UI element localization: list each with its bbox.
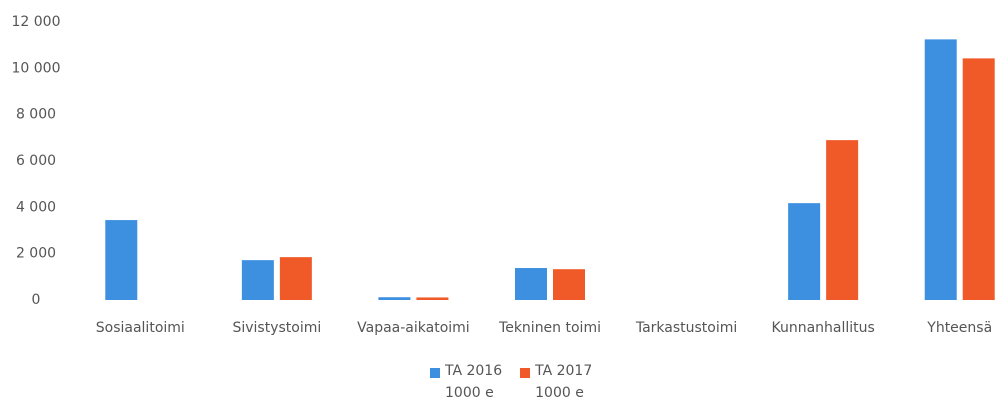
bar <box>788 203 821 300</box>
bar <box>962 58 995 300</box>
x-tick-label: Tekninen toimi <box>498 320 601 336</box>
bar <box>553 269 585 300</box>
x-tick-label: Sosiaalitoimi <box>96 320 185 336</box>
legend-item: TA 2017 1000 e <box>520 363 592 404</box>
bar <box>105 220 138 300</box>
bar <box>515 268 547 300</box>
bar <box>241 260 274 300</box>
y-tick-label: 6 000 <box>16 153 56 169</box>
y-tick-label: 2 000 <box>16 246 56 262</box>
bar <box>416 297 449 300</box>
bar <box>279 257 312 300</box>
legend-label: TA 2017 1000 e <box>535 363 593 401</box>
x-tick-label: Yhteensä <box>926 320 992 336</box>
x-tick-label: Tarkastustoimi <box>635 320 737 336</box>
x-tick-label: Kunnanhallitus <box>771 320 874 336</box>
legend: TA 2016 1000 e TA 2017 1000 e <box>430 363 592 404</box>
x-tick-label: Vapaa-aikatoimi <box>357 320 470 336</box>
legend-label: TA 2016 1000 e <box>445 363 503 401</box>
y-tick-label: 10 000 <box>12 60 61 76</box>
bar <box>924 39 957 300</box>
y-tick-label: 8 000 <box>16 107 56 123</box>
bar <box>378 297 411 300</box>
chart: 0 2 000 4 000 6 000 8 000 10 000 12 000 Sosiaal… <box>12 14 995 336</box>
x-tick-label: Sivistystoimi <box>232 320 321 336</box>
y-tick-label: 12 000 <box>12 14 61 30</box>
legend-swatch <box>430 368 440 378</box>
bar <box>826 140 859 300</box>
y-tick-label: 0 <box>32 292 41 308</box>
legend-item: TA 2016 1000 e <box>430 363 502 404</box>
y-tick-label: 4 000 <box>16 199 56 215</box>
legend-swatch <box>520 368 531 378</box>
